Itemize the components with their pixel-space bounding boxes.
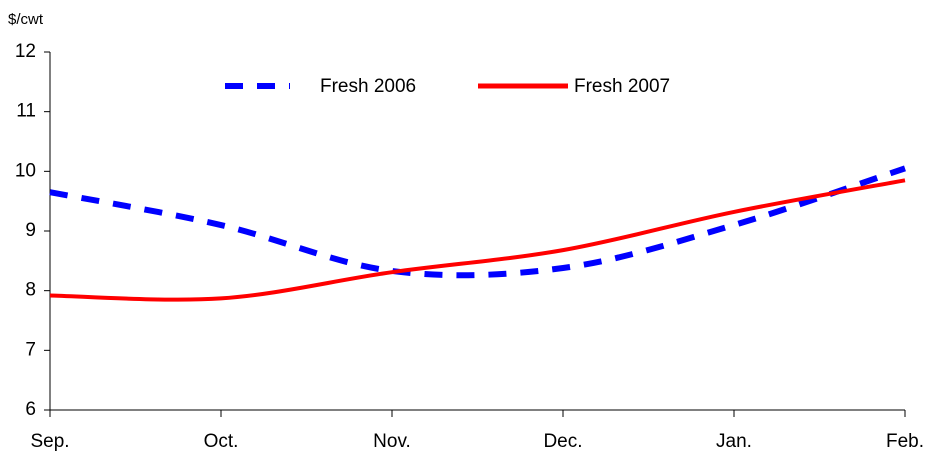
series-line	[49, 165, 906, 279]
y-tick-label: 8	[25, 280, 36, 301]
x-tick-label: Sep.	[30, 431, 69, 452]
x-tick-label: Dec.	[543, 431, 582, 452]
y-tick-label: 12	[15, 41, 36, 62]
y-tick-label: 7	[25, 339, 36, 360]
x-tick-label: Feb.	[886, 431, 924, 452]
legend-label: Fresh 2007	[574, 76, 670, 97]
x-tick-label: Jan.	[716, 431, 752, 452]
y-axis-label: $/cwt	[8, 11, 44, 28]
y-tick-label: 10	[15, 160, 36, 181]
y-tick-label: 9	[25, 220, 36, 241]
y-tick-label: 6	[25, 399, 36, 420]
y-tick-label: 11	[16, 101, 36, 122]
x-tick-label: Nov.	[373, 431, 411, 452]
series-line	[49, 178, 906, 302]
legend-label: Fresh 2006	[320, 76, 416, 97]
x-tick-label: Oct.	[204, 431, 239, 452]
